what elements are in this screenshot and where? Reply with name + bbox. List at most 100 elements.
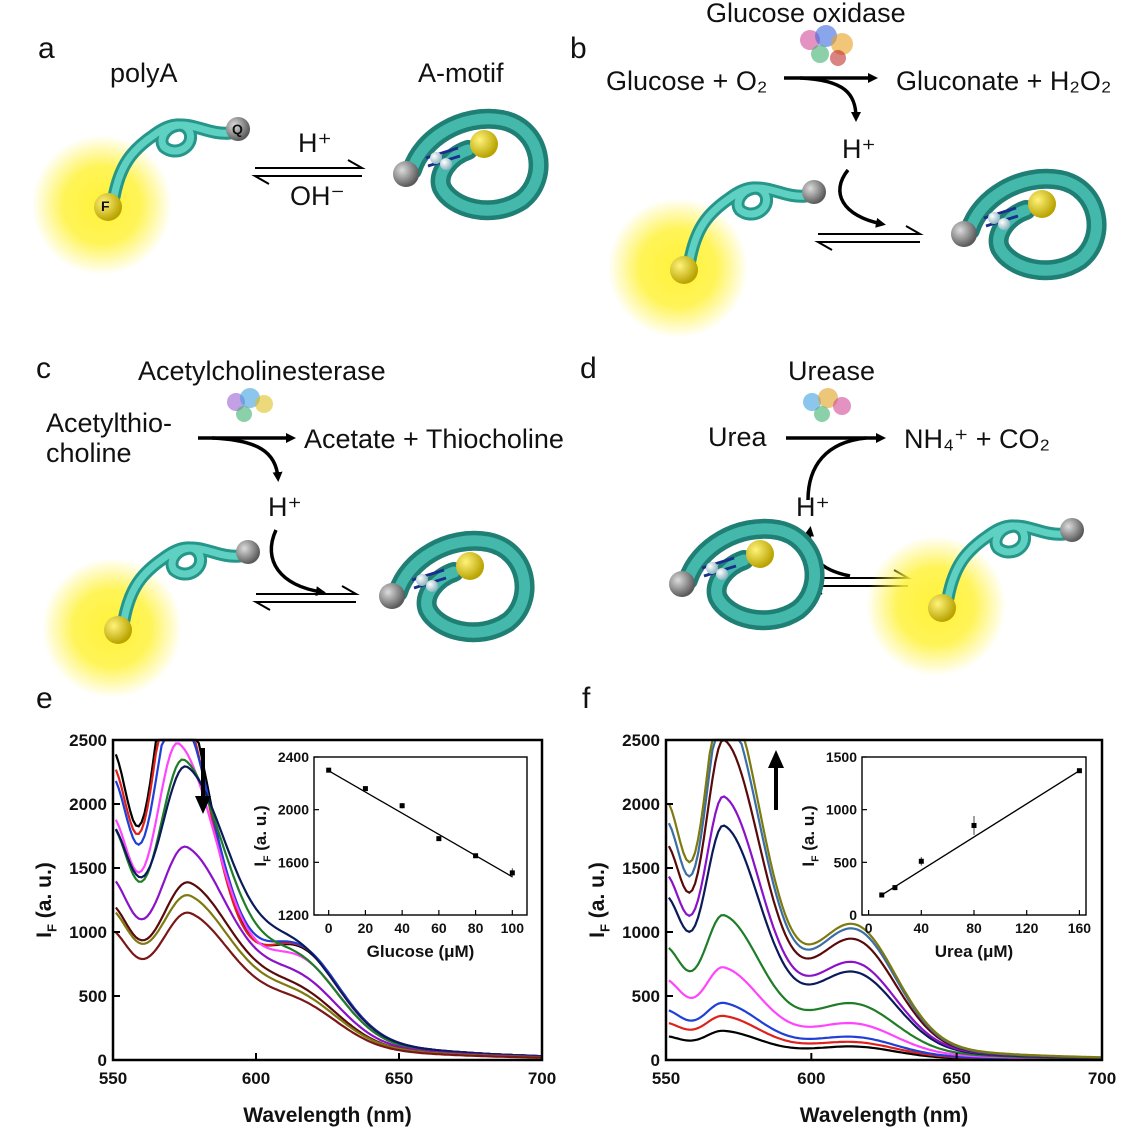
- substrate-glucose: Glucose + O₂: [606, 66, 767, 96]
- equilibrium-arrows-b: [814, 225, 924, 251]
- spectrum-line-6: [114, 765, 543, 1058]
- a-motif-d: [669, 529, 815, 620]
- open-strand-a: [32, 117, 250, 275]
- a-motif-label: A-motif: [418, 58, 504, 88]
- open-strand-c: [42, 540, 260, 698]
- x-tick-label: 550: [99, 1069, 127, 1088]
- inset-x-tick-label: 80: [966, 920, 982, 936]
- open-strand-b: [608, 180, 826, 338]
- inset-y-tick-label: 1200: [278, 907, 309, 923]
- fluorophore-label: F: [101, 198, 110, 214]
- substrate-urea: Urea: [708, 422, 768, 452]
- panel-letter-e: e: [36, 682, 53, 715]
- open-strand-d: [866, 518, 1084, 676]
- spectrum-line-2: [668, 1014, 1102, 1061]
- inset-data-point: [436, 836, 442, 842]
- inset-plot: 0 20 40 60 80 100 1200 1600 2000 2400 Glucose (μM)…: [251, 749, 528, 961]
- substrate-line1: Acetylthio-: [46, 408, 172, 438]
- panel-letter-b: b: [570, 32, 587, 65]
- inset-data-point: [509, 870, 515, 876]
- inset-fit-line: [328, 770, 513, 878]
- inset-x-tick-label: 120: [1015, 920, 1039, 936]
- enzyme-glucose-oxidase: Glucose oxidase: [706, 0, 906, 28]
- spectrum-line-10: [115, 911, 543, 1059]
- inset-frame: [861, 756, 1087, 916]
- x-tick-label: 600: [242, 1069, 270, 1088]
- y-axis-title: IF (a. u.): [586, 862, 612, 938]
- inset-y-axis-title: IF (a. u.): [799, 805, 821, 866]
- inset-x-tick-label: 100: [501, 920, 525, 936]
- y-tick-label: 2000: [69, 795, 107, 814]
- panel-letter-f: f: [582, 682, 591, 715]
- panel-c: c Acetylcholinesterase Acetylthio- choli…: [36, 352, 564, 698]
- products-acetate: Acetate + Thiocholine: [304, 424, 564, 454]
- enzyme-glyph-c: [227, 388, 273, 422]
- products-ammonium: NH₄⁺ + CO₂: [904, 424, 1050, 454]
- x-tick-label: 700: [1088, 1069, 1116, 1088]
- y-tick-label: 2500: [622, 731, 660, 750]
- inset-x-tick-label: 0: [865, 920, 873, 936]
- y-tick-label: 500: [79, 987, 107, 1006]
- chart-e: 550 600 650 70005001000150020002500Waveleng…: [33, 731, 556, 1127]
- inset-data-point: [1076, 768, 1082, 774]
- inset-data-point: [918, 858, 924, 864]
- products-gluconate: Gluconate + H₂O₂: [896, 66, 1111, 96]
- inset-data-point: [399, 803, 405, 809]
- polya-label: polyA: [110, 58, 178, 88]
- inset-x-axis-title: Urea (μM): [935, 942, 1013, 961]
- inset-y-tick-label: 500: [834, 854, 858, 870]
- enzyme-urease: Urease: [788, 356, 875, 386]
- plot-frame: [111, 738, 544, 1062]
- proton-label-c: H⁺: [268, 492, 302, 522]
- inset-data-point: [879, 892, 885, 898]
- y-tick-label: 1000: [69, 923, 107, 942]
- inset-x-tick-label: 20: [358, 920, 374, 936]
- inset-x-axis-title: Glucose (μM): [367, 942, 475, 961]
- x-tick-label: 650: [942, 1069, 970, 1088]
- x-tick-label: 700: [528, 1069, 556, 1088]
- inset-data-point: [971, 822, 977, 828]
- y-tick-label: 500: [632, 987, 660, 1006]
- inset-data-point: [362, 786, 368, 792]
- a-motif-b: [951, 179, 1097, 270]
- y-tick-label: 2500: [69, 731, 107, 750]
- substrate-line2: choline: [46, 438, 132, 468]
- inset-x-tick-label: 60: [431, 920, 447, 936]
- plot-frame: [664, 738, 1104, 1062]
- spectrum-line-4: [668, 966, 1102, 1060]
- inset-y-tick-label: 2400: [278, 749, 309, 765]
- panel-b: b Glucose oxidase Glucose + O₂ Gluconate…: [570, 0, 1111, 338]
- y-tick-label: 0: [98, 1051, 107, 1070]
- inset-plot: 0 40 80 120 160 0 500 1000 1500 Urea (μM) IF (a. u…: [799, 749, 1091, 961]
- enzyme-glyph-b: [800, 25, 853, 66]
- enzyme-acetylcholinesterase: Acetylcholinesterase: [138, 356, 386, 386]
- inset-y-tick-label: 1000: [826, 802, 857, 818]
- x-tick-label: 600: [797, 1069, 825, 1088]
- panel-letter-d: d: [580, 352, 597, 385]
- y-tick-label: 1500: [69, 859, 107, 878]
- y-tick-label: 0: [651, 1051, 660, 1070]
- inset-y-tick-label: 2000: [278, 802, 309, 818]
- inset-x-tick-label: 40: [914, 920, 930, 936]
- trend-arrow-down-icon: [195, 796, 211, 814]
- equilibrium-arrows-a: [251, 159, 366, 185]
- panel-d: d Urease Urea NH₄⁺ + CO₂ H⁺: [580, 352, 1084, 676]
- panel-letter-a: a: [38, 32, 55, 65]
- x-axis-title: Wavelength (nm): [800, 1104, 968, 1127]
- y-axis-title: IF (a. u.): [33, 862, 59, 938]
- inset-x-tick-label: 0: [325, 920, 333, 936]
- quencher-label: Q: [232, 121, 243, 137]
- inset-y-tick-label: 0: [849, 907, 857, 923]
- inset-x-tick-label: 160: [1068, 920, 1092, 936]
- x-tick-label: 550: [652, 1069, 680, 1088]
- chart-f: 550 600 650 700 0 500 1000 1500 2000 2500 Waveleng…: [586, 731, 1116, 1127]
- equilibrium-arrows-c: [252, 585, 360, 611]
- x-tick-label: 650: [385, 1069, 413, 1088]
- enzyme-glyph-d: [803, 388, 851, 422]
- proton-label-b: H⁺: [842, 134, 876, 164]
- a-motif-c: [379, 541, 525, 632]
- panel-letter-c: c: [36, 352, 51, 385]
- inset-y-tick-label: 1600: [278, 854, 309, 870]
- y-tick-label: 1000: [622, 923, 660, 942]
